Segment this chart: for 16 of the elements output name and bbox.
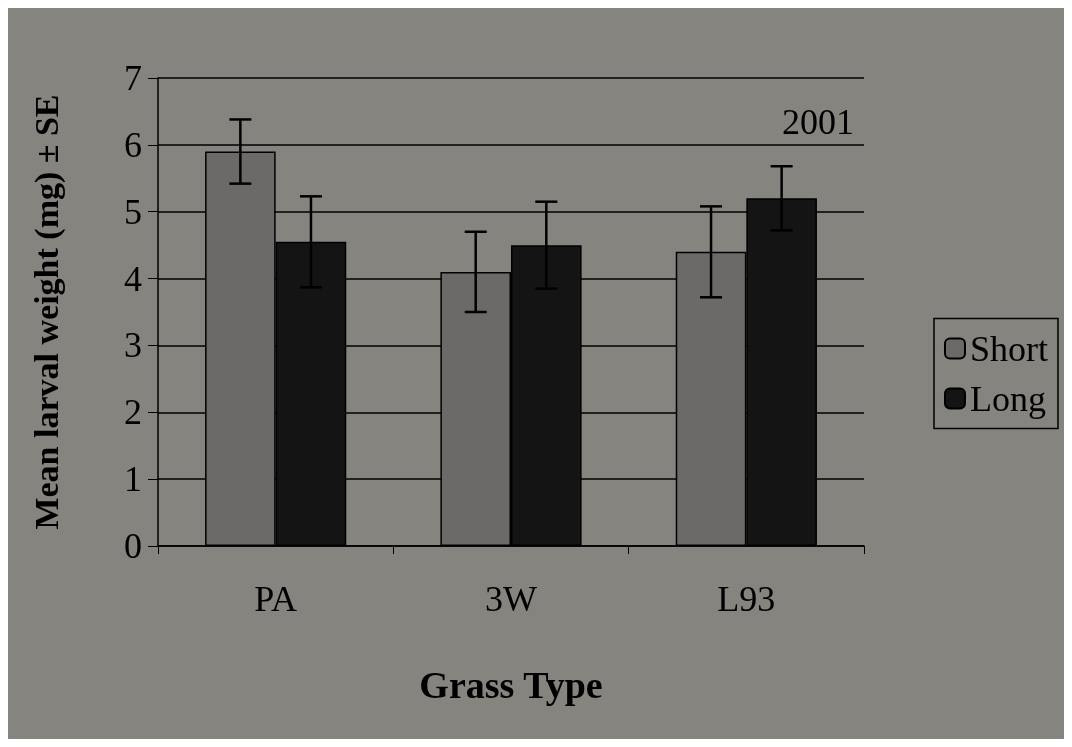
x-tick-label: L93 [717, 579, 776, 619]
x-tick-label: PA [254, 579, 298, 619]
y-tick-label: 5 [124, 191, 142, 232]
y-tick-label: 0 [124, 526, 142, 566]
y-tick-label: 6 [124, 124, 142, 165]
legend-label: Long [969, 378, 1046, 419]
y-tick-label: 4 [124, 258, 142, 299]
annotation: 2001 [782, 102, 854, 142]
y-tick-label: 2 [124, 392, 142, 433]
y-tick-label: 3 [124, 325, 142, 366]
y-tick-label: 7 [124, 58, 142, 98]
y-axis-title: Mean larval weight (mg) ± SE [27, 94, 66, 530]
y-tick-label: 1 [124, 459, 142, 500]
x-tick-label: 3W [485, 579, 538, 619]
legend-label: Short [969, 328, 1048, 369]
x-axis-title: Grass Type [419, 664, 603, 706]
